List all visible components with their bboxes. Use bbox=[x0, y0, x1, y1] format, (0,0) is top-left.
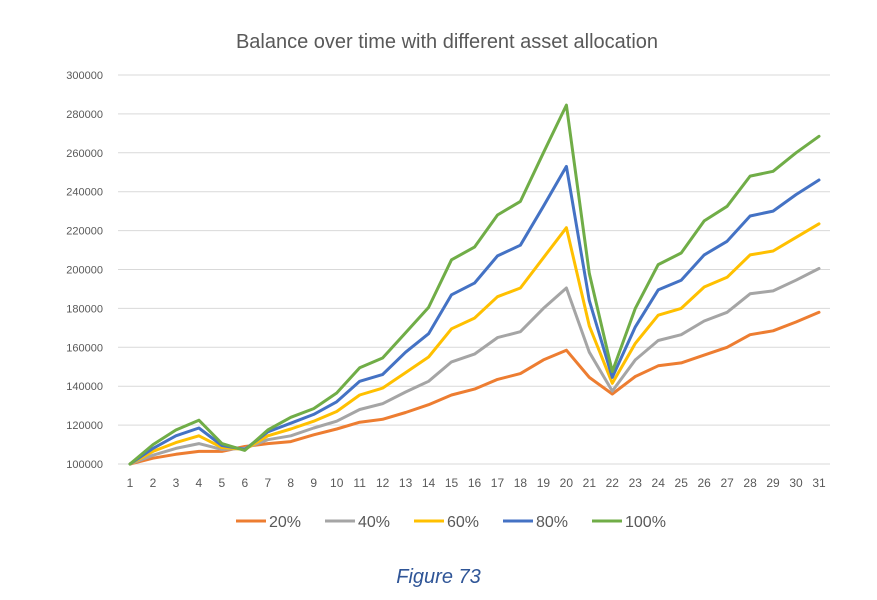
legend-item: 60% bbox=[414, 514, 479, 531]
x-tick-label: 16 bbox=[468, 476, 482, 490]
x-tick-label: 28 bbox=[743, 476, 757, 490]
x-tick-label: 4 bbox=[196, 476, 203, 490]
y-tick-label: 280000 bbox=[66, 109, 103, 121]
x-tick-label: 5 bbox=[219, 476, 226, 490]
line-chart: Balance over time with different asset a… bbox=[66, 31, 830, 531]
legend-item: 80% bbox=[503, 514, 568, 531]
y-tick-label: 240000 bbox=[66, 187, 103, 199]
series-line bbox=[128, 222, 821, 466]
x-tick-label: 11 bbox=[353, 476, 366, 490]
legend: 20% 40% 60% 80% 100% bbox=[236, 514, 666, 531]
x-tick-label: 27 bbox=[720, 476, 734, 490]
x-tick-label: 7 bbox=[264, 476, 271, 490]
series-line bbox=[128, 267, 821, 466]
legend-item: 100% bbox=[592, 514, 666, 531]
y-tick-label: 140000 bbox=[66, 381, 103, 393]
legend-item: 40% bbox=[325, 514, 390, 531]
y-tick-label: 300000 bbox=[66, 70, 103, 82]
x-tick-label: 17 bbox=[491, 476, 505, 490]
x-tick-label: 6 bbox=[241, 476, 248, 490]
y-tick-label: 220000 bbox=[66, 226, 103, 238]
chart-title: Balance over time with different asset a… bbox=[236, 31, 658, 53]
legend-label: 20% bbox=[269, 514, 301, 531]
x-tick-label: 24 bbox=[652, 476, 666, 490]
x-tick-label: 21 bbox=[583, 476, 597, 490]
x-tick-label: 25 bbox=[675, 476, 689, 490]
x-tick-label: 20 bbox=[560, 476, 574, 490]
x-tick-label: 31 bbox=[812, 476, 826, 490]
x-tick-label: 30 bbox=[789, 476, 803, 490]
x-tick-label: 15 bbox=[445, 476, 459, 490]
series-line bbox=[128, 310, 821, 466]
y-tick-label: 120000 bbox=[66, 420, 103, 432]
y-tick-label: 180000 bbox=[66, 303, 103, 315]
x-tick-label: 3 bbox=[173, 476, 180, 490]
figure-caption: Figure 73 bbox=[396, 566, 481, 588]
x-tick-label: 1 bbox=[127, 476, 134, 490]
x-tick-label: 8 bbox=[287, 476, 294, 490]
series-lines bbox=[128, 103, 821, 466]
series-40-pct bbox=[128, 267, 821, 466]
x-tick-label: 12 bbox=[376, 476, 390, 490]
legend-label: 40% bbox=[358, 514, 390, 531]
legend-label: 80% bbox=[536, 514, 568, 531]
x-tick-label: 19 bbox=[537, 476, 551, 490]
x-tick-label: 10 bbox=[330, 476, 344, 490]
x-tick-label: 18 bbox=[514, 476, 528, 490]
series-100-pct bbox=[128, 103, 821, 466]
series-60-pct bbox=[128, 222, 821, 466]
series-20-pct bbox=[128, 310, 821, 466]
legend-item: 20% bbox=[236, 514, 301, 531]
x-tick-label: 23 bbox=[629, 476, 643, 490]
y-tick-label: 200000 bbox=[66, 265, 103, 277]
x-tick-label: 13 bbox=[399, 476, 413, 490]
y-axis-tick-labels: 100000 120000 140000 160000 180000 200000 2200… bbox=[66, 70, 103, 471]
y-tick-label: 260000 bbox=[66, 148, 103, 160]
x-tick-label: 26 bbox=[697, 476, 711, 490]
x-tick-label: 14 bbox=[422, 476, 436, 490]
gridlines bbox=[118, 74, 830, 465]
y-tick-label: 160000 bbox=[66, 342, 103, 354]
x-tick-label: 9 bbox=[310, 476, 317, 490]
legend-label: 60% bbox=[447, 514, 479, 531]
x-tick-label: 29 bbox=[766, 476, 780, 490]
y-tick-label: 100000 bbox=[66, 459, 103, 471]
x-tick-label: 2 bbox=[150, 476, 157, 490]
legend-label: 100% bbox=[625, 514, 666, 531]
x-tick-label: 22 bbox=[606, 476, 620, 490]
x-axis-tick-labels: 1 2 3 4 5 6 7 8 9 10 11 12 13 14 15 16 17 18 19 20 21 22 23 24 2… bbox=[127, 476, 826, 490]
